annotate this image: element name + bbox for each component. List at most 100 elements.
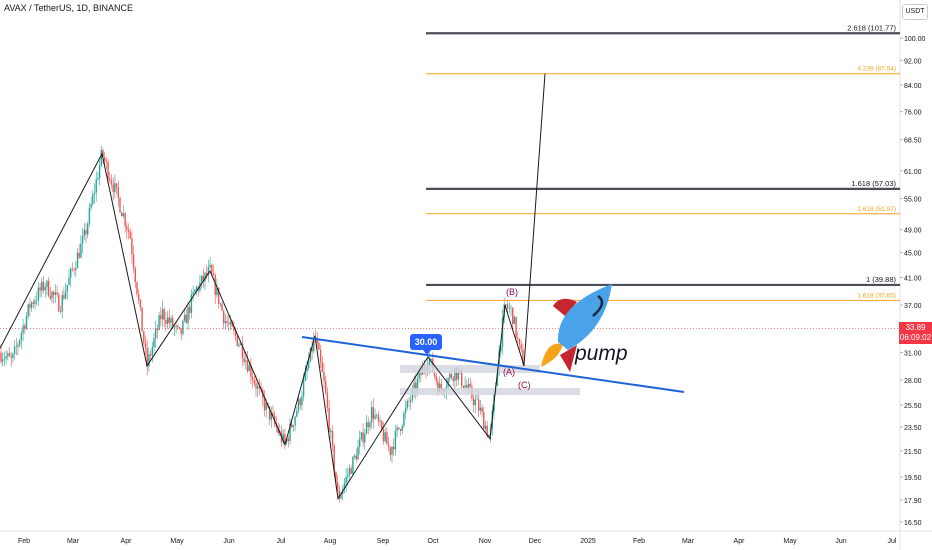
candle bbox=[250, 358, 252, 385]
candle bbox=[189, 303, 191, 320]
candle-body bbox=[194, 289, 196, 293]
candle-body bbox=[75, 268, 77, 271]
fib-label: 4.236 (87.54) bbox=[857, 66, 896, 73]
candle bbox=[15, 338, 17, 356]
candle bbox=[97, 172, 99, 181]
candle bbox=[19, 338, 21, 348]
candle bbox=[365, 414, 368, 434]
candle bbox=[146, 339, 148, 376]
candle bbox=[284, 428, 286, 449]
candle-body bbox=[362, 432, 364, 443]
candle-body bbox=[240, 343, 242, 345]
candle-body bbox=[386, 432, 388, 445]
time-tick-label: Mar bbox=[682, 538, 695, 545]
candle-body bbox=[83, 229, 85, 236]
candle bbox=[391, 445, 393, 463]
candle-body bbox=[257, 386, 259, 389]
candle bbox=[452, 376, 454, 387]
candle-body bbox=[112, 184, 114, 193]
candle-body bbox=[51, 291, 53, 299]
candle bbox=[376, 413, 378, 419]
candle-body bbox=[2, 359, 4, 362]
candle-body bbox=[53, 291, 55, 295]
candle-body bbox=[200, 275, 203, 283]
candle-body bbox=[44, 287, 46, 291]
candle bbox=[297, 396, 300, 414]
candle-body bbox=[166, 317, 169, 324]
candle-body bbox=[472, 398, 475, 406]
candle-body bbox=[185, 314, 187, 324]
candle-body bbox=[486, 425, 488, 437]
candle-body bbox=[408, 400, 410, 402]
candle bbox=[325, 375, 327, 395]
candle-body bbox=[114, 183, 116, 193]
candle-body bbox=[13, 346, 16, 354]
candle-body bbox=[231, 321, 233, 327]
candle bbox=[10, 351, 12, 367]
candle bbox=[403, 410, 405, 429]
candle-body bbox=[251, 377, 254, 381]
candle bbox=[5, 350, 7, 365]
time-tick-label: Feb bbox=[633, 538, 645, 545]
candle bbox=[49, 286, 51, 301]
candle bbox=[206, 265, 208, 280]
candle-body bbox=[212, 273, 215, 276]
candle bbox=[481, 404, 483, 418]
candle-body bbox=[401, 425, 403, 431]
candle bbox=[161, 300, 164, 327]
candle bbox=[58, 292, 60, 313]
candle bbox=[39, 282, 41, 298]
candle-body bbox=[384, 432, 386, 442]
price-callout[interactable]: 30.00 bbox=[410, 334, 442, 355]
candle-body bbox=[204, 272, 206, 282]
candle bbox=[158, 311, 160, 331]
price-tick-label: 61.00 bbox=[904, 169, 922, 176]
candle bbox=[37, 281, 40, 307]
candle bbox=[78, 244, 80, 259]
candle bbox=[474, 393, 476, 413]
candle-body bbox=[115, 183, 118, 188]
candle bbox=[83, 222, 85, 240]
candle-body bbox=[100, 149, 102, 166]
candle-body bbox=[132, 254, 135, 269]
chart-title[interactable]: AVAX / TetherUS, 1D, BINANCE bbox=[4, 3, 134, 13]
candle-body bbox=[92, 194, 94, 204]
candle-body bbox=[8, 353, 11, 357]
candle-body bbox=[177, 325, 179, 327]
candle-body bbox=[22, 325, 24, 334]
candle bbox=[160, 307, 162, 327]
candle bbox=[517, 331, 519, 343]
rocket-icon: pump bbox=[541, 284, 628, 372]
time-tick-label: Apr bbox=[734, 538, 746, 545]
candle-body bbox=[398, 427, 400, 429]
fib-level: 1.618 (37.65) bbox=[426, 292, 900, 301]
candle-body bbox=[348, 468, 351, 476]
candle-body bbox=[54, 292, 57, 295]
candle bbox=[42, 276, 45, 294]
candle-body bbox=[216, 287, 218, 295]
candle-body bbox=[391, 446, 393, 455]
candle-body bbox=[3, 358, 6, 360]
candle bbox=[93, 183, 96, 204]
candle-body bbox=[394, 430, 397, 450]
candle-body bbox=[117, 187, 119, 198]
rocket-fin bbox=[560, 345, 577, 372]
currency-button[interactable]: USDT bbox=[902, 4, 928, 20]
candle bbox=[194, 289, 196, 293]
candle-body bbox=[149, 354, 152, 356]
candle-body bbox=[304, 371, 306, 381]
candle-body bbox=[250, 365, 252, 378]
candle bbox=[165, 311, 167, 332]
candle-body bbox=[160, 315, 162, 320]
candle bbox=[384, 427, 386, 443]
candle bbox=[353, 453, 356, 460]
candle bbox=[345, 468, 347, 493]
candle-body bbox=[253, 380, 255, 384]
candle bbox=[223, 309, 225, 330]
candle bbox=[318, 339, 320, 350]
candle bbox=[214, 272, 216, 304]
candle bbox=[408, 397, 410, 408]
candle-body bbox=[316, 337, 318, 343]
candle bbox=[75, 261, 77, 277]
